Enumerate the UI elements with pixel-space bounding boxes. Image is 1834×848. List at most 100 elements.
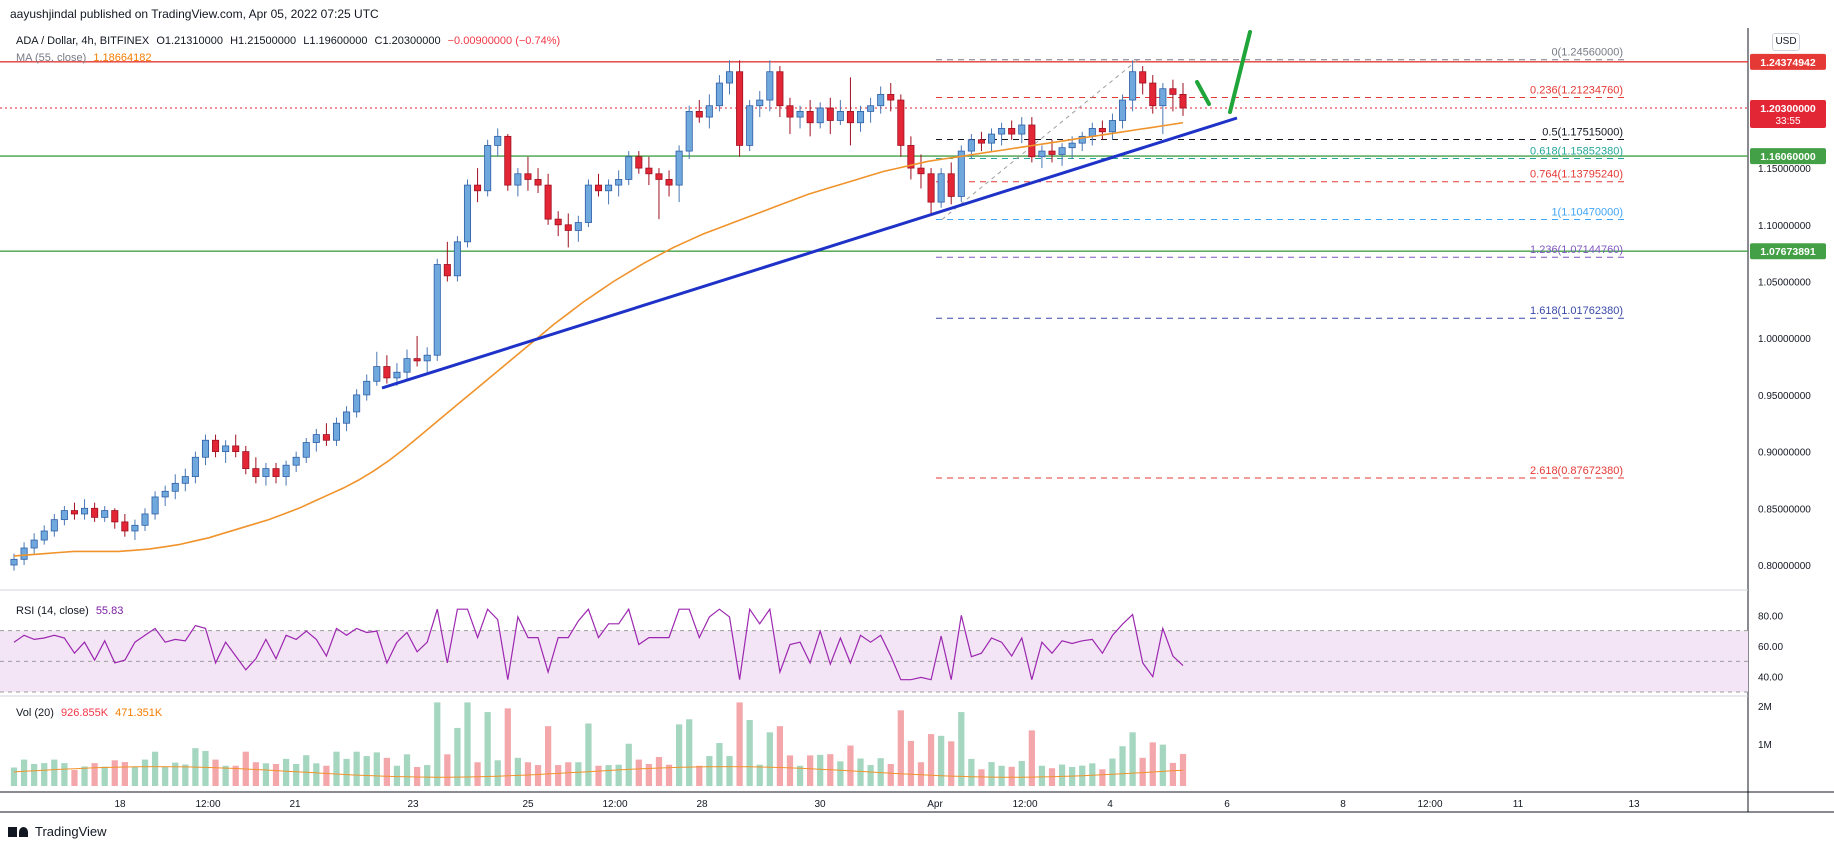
candle-body <box>1028 124 1036 158</box>
candle-body <box>1058 147 1066 155</box>
volume-bar <box>31 764 38 786</box>
candle <box>1129 60 1137 112</box>
y-tick-label: 1.10000000 <box>1758 221 1811 232</box>
candle <box>655 168 663 220</box>
candle <box>383 355 391 384</box>
fib-level-label: 1(1.10470000) <box>1551 206 1623 218</box>
fib-level-label: 0.236(1.21234760) <box>1530 84 1623 96</box>
volume-bar <box>645 764 653 786</box>
volume-bar <box>968 758 975 786</box>
candle <box>171 474 179 500</box>
ma-label[interactable]: MA (55, close) <box>16 52 87 64</box>
candle <box>645 156 653 186</box>
candle <box>846 77 854 146</box>
candle <box>977 131 985 152</box>
candle <box>121 513 129 537</box>
candle <box>343 406 351 432</box>
candle <box>1098 120 1106 140</box>
candle <box>262 462 270 486</box>
volume-bar <box>20 759 28 786</box>
candle-body <box>605 184 613 192</box>
candle-body <box>433 264 441 356</box>
candle-body <box>463 184 472 243</box>
volume-bar <box>907 740 915 786</box>
y-tick-label: 0.85000000 <box>1758 504 1811 515</box>
candle-body <box>1008 128 1016 135</box>
x-tick-label: 18 <box>114 799 126 810</box>
candle-body <box>665 179 673 186</box>
x-tick-label: 13 <box>1628 799 1640 810</box>
candle-body <box>645 167 653 175</box>
volume-bar <box>1008 766 1015 786</box>
candle <box>1078 131 1086 152</box>
candle <box>1119 94 1127 129</box>
candle <box>373 351 381 386</box>
candle <box>1018 117 1026 144</box>
volume-bar <box>1119 746 1126 786</box>
volume-bar <box>867 765 874 786</box>
volume-bar <box>1028 730 1035 786</box>
candle <box>151 491 159 520</box>
candle <box>484 139 492 197</box>
candle <box>534 168 542 194</box>
price-tag-label: 1.07673891 <box>1760 246 1816 258</box>
candle <box>423 347 431 373</box>
volume-legend: Vol (20) 926.855K 471.351K <box>16 707 166 719</box>
volume-bar <box>998 765 1005 786</box>
candle <box>635 151 643 174</box>
candle <box>625 151 633 186</box>
volume-bar <box>585 723 592 786</box>
volume-label[interactable]: Vol (20) <box>16 707 54 719</box>
volume-bar <box>444 754 451 786</box>
candle <box>50 513 58 537</box>
volume-bar <box>897 710 904 786</box>
candle-body <box>212 439 220 453</box>
change-value: −0.00900000 (−0.74%) <box>447 35 561 47</box>
symbol-name[interactable]: ADA / Dollar, 4h, BITFINEX <box>16 35 150 47</box>
candle <box>927 168 935 214</box>
candle <box>1108 113 1116 140</box>
candle-body <box>312 434 320 443</box>
candle-body <box>363 380 371 396</box>
candle <box>222 440 230 463</box>
candle <box>141 508 149 531</box>
candle <box>867 97 875 123</box>
x-tick-label: 12:00 <box>1012 799 1037 810</box>
rsi-label[interactable]: RSI (14, close) <box>16 605 89 617</box>
volume-bar <box>293 764 300 786</box>
candle <box>816 102 824 129</box>
volume-bar <box>544 726 552 786</box>
candle-body <box>60 510 68 521</box>
fib-level-label: 1.618(1.01762380) <box>1530 305 1623 317</box>
price-tag <box>1750 243 1826 260</box>
currency-button[interactable]: USD <box>1772 33 1800 51</box>
volume-bar <box>343 758 350 786</box>
candle-body <box>725 71 734 84</box>
candle <box>605 179 613 205</box>
volume-bar <box>182 764 189 786</box>
volume-bar <box>1129 732 1136 786</box>
candle-body <box>494 135 502 146</box>
candle-body <box>675 150 683 186</box>
volume-bar <box>232 765 239 786</box>
candle <box>746 100 754 152</box>
volume-bar <box>958 712 965 786</box>
volume-bar <box>141 759 149 786</box>
candle <box>413 335 421 367</box>
tradingview-logo[interactable]: TradingView <box>8 824 107 839</box>
volume-bar <box>917 762 925 786</box>
fib-level-label: 1.236(1.07144760) <box>1530 244 1623 256</box>
x-tick-label: 28 <box>696 799 708 810</box>
candle-body <box>796 111 804 118</box>
candle <box>514 168 522 197</box>
volume-bar <box>1179 753 1187 786</box>
candle <box>796 105 804 129</box>
candle-body <box>998 128 1006 135</box>
y-tick-label: 0.80000000 <box>1758 561 1811 572</box>
candle <box>524 156 532 191</box>
candle <box>101 506 109 522</box>
candle-body <box>524 173 532 180</box>
volume-bar <box>172 762 179 786</box>
candle-body <box>332 422 341 441</box>
